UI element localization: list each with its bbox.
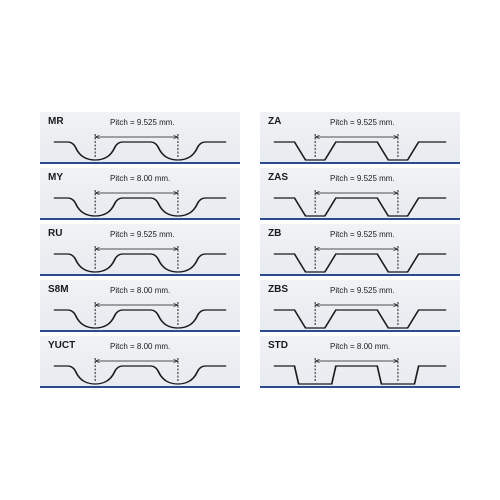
profile-cell: YUCT Pitch = 8.00 mm.	[40, 336, 240, 388]
tooth-diagram	[40, 190, 240, 218]
profile-label: STD	[268, 340, 288, 351]
tooth-diagram	[260, 358, 460, 386]
profile-label: S8M	[48, 284, 69, 295]
pitch-text: Pitch = 9.525 mm.	[330, 286, 395, 295]
profile-cell: ZA Pitch = 9.525 mm.	[260, 112, 460, 164]
profile-label: MY	[48, 172, 63, 183]
pitch-text: Pitch = 9.525 mm.	[110, 230, 175, 239]
pitch-text: Pitch = 9.525 mm.	[330, 174, 395, 183]
tooth-diagram	[40, 302, 240, 330]
profile-cell: MR Pitch = 9.525 mm.	[40, 112, 240, 164]
profile-label: ZB	[268, 228, 281, 239]
tooth-diagram	[260, 246, 460, 274]
tooth-diagram	[260, 190, 460, 218]
profile-label: ZA	[268, 116, 281, 127]
profile-grid: MRPitch = 9.525 mm. ZAPitch = 9.525 mm. …	[40, 112, 460, 388]
pitch-text: Pitch = 8.00 mm.	[110, 342, 170, 351]
profile-cell: MY Pitch = 8.00 mm.	[40, 168, 240, 220]
tooth-diagram	[40, 246, 240, 274]
profile-label: MR	[48, 116, 64, 127]
pitch-text: Pitch = 9.525 mm.	[330, 118, 395, 127]
profile-label: RU	[48, 228, 62, 239]
profile-cell: ZBS Pitch = 9.525 mm.	[260, 280, 460, 332]
profile-cell: ZAS Pitch = 9.525 mm.	[260, 168, 460, 220]
profile-label: ZBS	[268, 284, 288, 295]
pitch-text: Pitch = 8.00 mm.	[110, 174, 170, 183]
tooth-diagram	[40, 134, 240, 162]
tooth-diagram	[260, 134, 460, 162]
profile-cell: S8M Pitch = 8.00 mm.	[40, 280, 240, 332]
tooth-diagram	[40, 358, 240, 386]
profile-label: YUCT	[48, 340, 75, 351]
pitch-text: Pitch = 9.525 mm.	[330, 230, 395, 239]
tooth-diagram	[260, 302, 460, 330]
profile-cell: STD Pitch = 8.00 mm.	[260, 336, 460, 388]
pitch-text: Pitch = 9.525 mm.	[110, 118, 175, 127]
pitch-text: Pitch = 8.00 mm.	[110, 286, 170, 295]
pitch-text: Pitch = 8.00 mm.	[330, 342, 390, 351]
profile-cell: RU Pitch = 9.525 mm.	[40, 224, 240, 276]
profile-cell: ZB Pitch = 9.525 mm.	[260, 224, 460, 276]
profile-label: ZAS	[268, 172, 288, 183]
